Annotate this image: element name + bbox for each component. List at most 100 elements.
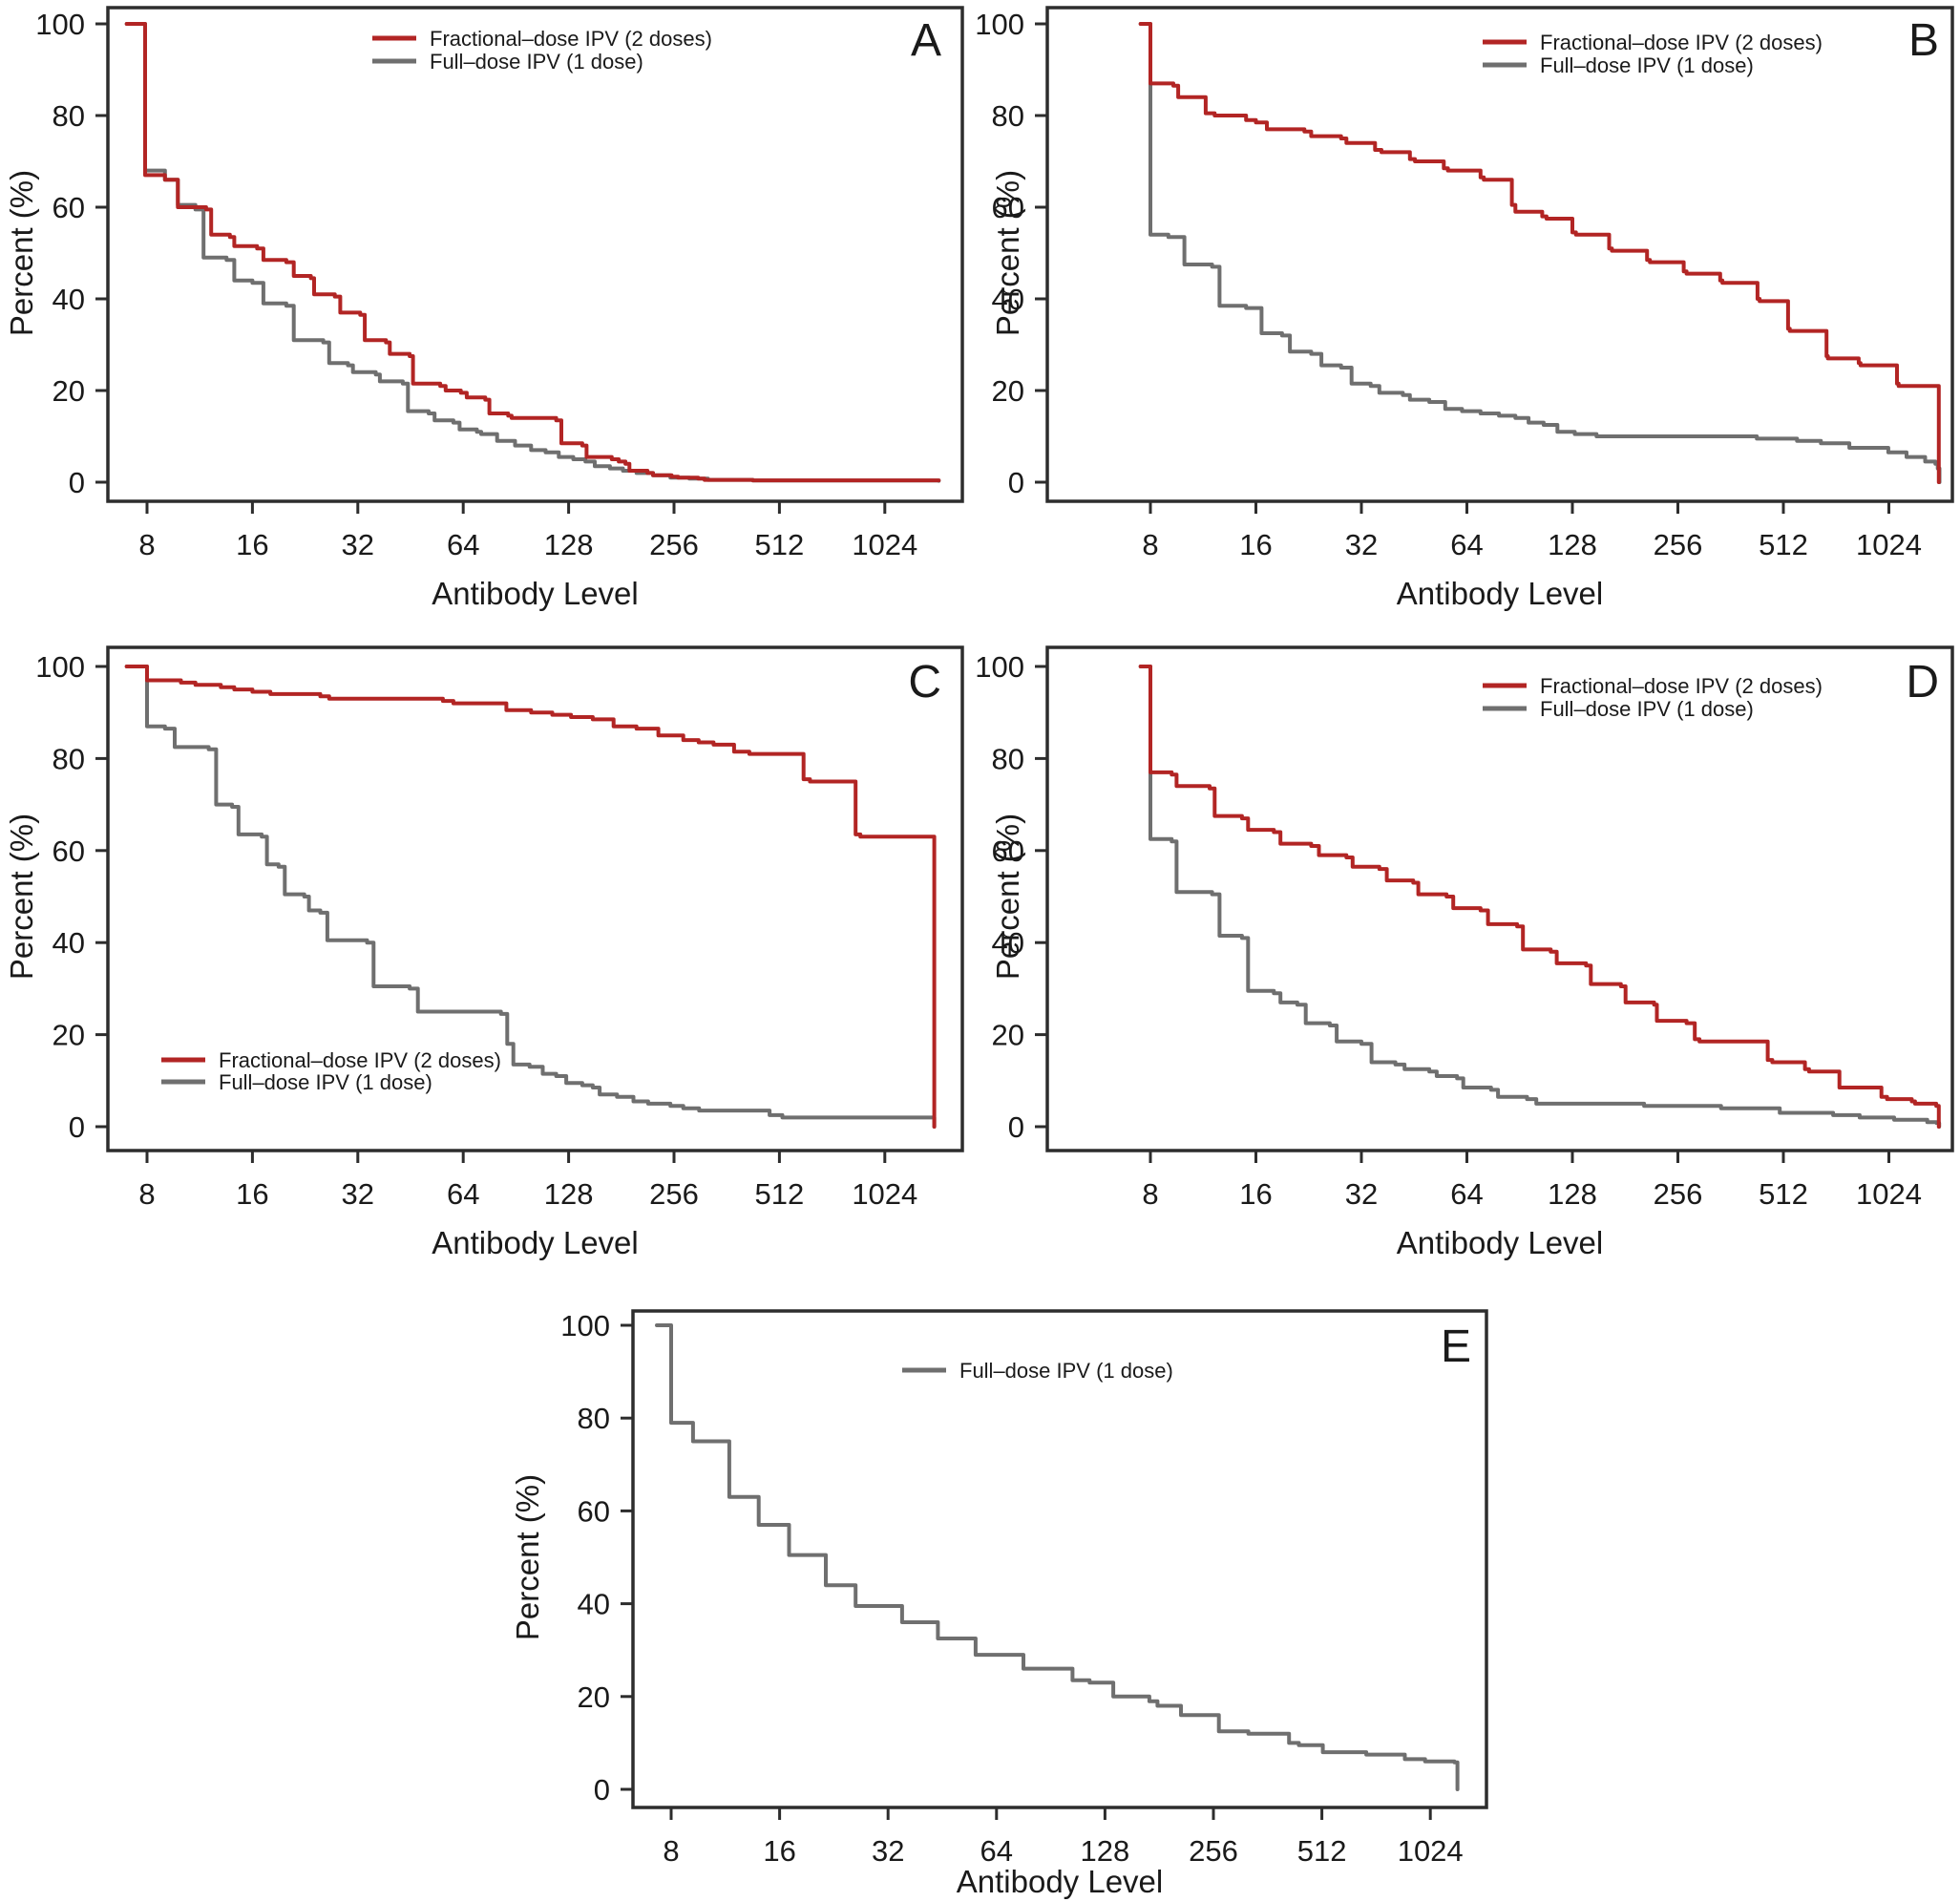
panel-letter-C: C (908, 657, 941, 708)
x-tick-label: 1024 (1398, 1834, 1464, 1868)
plot-frame (1045, 6, 1954, 503)
panel-letter-D: D (1906, 657, 1939, 708)
y-tick-label: 40 (578, 1588, 610, 1621)
x-tick-label: 16 (1239, 1177, 1272, 1211)
plot-frame (631, 1309, 1488, 1809)
plot-frame (106, 6, 964, 503)
x-tick-label: 256 (1654, 1177, 1703, 1211)
x-tick-label: 512 (755, 1177, 805, 1211)
series-full-line (655, 1323, 1460, 1791)
x-axis-label: Antibody Level (432, 1225, 638, 1260)
y-tick-label: 0 (69, 1110, 85, 1144)
series-full-line (1138, 22, 1942, 484)
x-tick-label: 8 (663, 1834, 679, 1868)
x-tick-label: 128 (544, 1177, 594, 1211)
x-tick-label: 32 (1345, 528, 1378, 561)
x-tick-label: 1024 (1856, 1177, 1922, 1211)
x-tick-label: 64 (980, 1834, 1013, 1868)
legend-label-fractional: Fractional–dose IPV (2 doses) (1540, 31, 1823, 54)
x-tick-label: 32 (342, 1177, 374, 1211)
x-tick-label: 8 (1142, 528, 1158, 561)
x-axis-label: Antibody Level (1397, 1225, 1603, 1260)
x-tick-label: 16 (1239, 528, 1272, 561)
y-tick-label: 100 (35, 650, 85, 684)
y-tick-label: 20 (578, 1680, 610, 1714)
x-tick-label: 1024 (852, 528, 917, 561)
series-full-line (124, 22, 941, 483)
x-tick-label: 256 (1189, 1834, 1238, 1868)
legend-label-full: Full–dose IPV (1 dose) (959, 1359, 1173, 1383)
y-axis-label: Percent (%) (4, 814, 39, 980)
x-tick-label: 128 (1548, 528, 1597, 561)
legend-label-full: Full–dose IPV (1 dose) (219, 1070, 432, 1094)
x-tick-label: 1024 (852, 1177, 917, 1211)
x-tick-label: 64 (1450, 1177, 1483, 1211)
x-tick-label: 512 (1759, 528, 1808, 561)
legend-label-fractional: Fractional–dose IPV (2 doses) (219, 1048, 501, 1072)
y-tick-label: 40 (992, 926, 1024, 960)
panel-letter-A: A (911, 15, 941, 66)
y-tick-label: 20 (53, 374, 85, 408)
x-tick-label: 64 (1450, 528, 1483, 561)
y-tick-label: 40 (53, 926, 85, 960)
x-tick-label: 256 (1654, 528, 1703, 561)
plot-frame (106, 645, 964, 1152)
y-tick-label: 80 (53, 99, 85, 133)
y-tick-label: 80 (53, 742, 85, 775)
y-axis-label: Percent (%) (990, 814, 1025, 980)
x-tick-label: 16 (236, 1177, 268, 1211)
y-tick-label: 40 (53, 283, 85, 316)
x-tick-label: 256 (649, 1177, 699, 1211)
y-tick-label: 60 (53, 191, 85, 224)
x-tick-label: 128 (1548, 1177, 1597, 1211)
x-tick-label: 256 (649, 528, 699, 561)
panel-d-chart: 0 20 40 60 80 100 8 16 32 64 128 256 512 1024 Antibody… (975, 645, 1954, 1260)
x-tick-label: 16 (763, 1834, 795, 1868)
y-tick-label: 100 (975, 8, 1024, 41)
x-tick-label: 8 (1142, 1177, 1158, 1211)
x-tick-label: 64 (447, 1177, 479, 1211)
panel-c-chart: 0 20 40 60 80 100 8 16 32 64 128 256 512 1024 Antibody… (4, 645, 964, 1260)
plot-frame (1045, 645, 1954, 1152)
y-axis-label: Percent (%) (510, 1474, 545, 1640)
series-fractional-line (124, 665, 937, 1129)
panel-letter-E: E (1441, 1321, 1471, 1372)
panel-letter-B: B (1908, 15, 1939, 66)
x-tick-label: 1024 (1856, 528, 1922, 561)
x-tick-label: 512 (1759, 1177, 1808, 1211)
panel-e-chart: 0 20 40 60 80 100 8 16 32 64 128 256 512 1024 Antibody… (510, 1309, 1488, 1899)
y-tick-label: 80 (578, 1402, 610, 1435)
y-tick-label: 40 (992, 283, 1024, 316)
x-tick-label: 512 (755, 528, 805, 561)
y-tick-label: 20 (992, 374, 1024, 408)
y-tick-label: 100 (560, 1309, 610, 1342)
y-tick-label: 80 (992, 99, 1024, 133)
x-axis-label: Antibody Level (432, 576, 638, 611)
x-tick-label: 128 (544, 528, 594, 561)
x-axis-label: Antibody Level (957, 1864, 1163, 1899)
y-tick-label: 20 (53, 1019, 85, 1052)
y-tick-label: 60 (578, 1494, 610, 1528)
y-tick-label: 20 (992, 1019, 1024, 1052)
legend-label-full: Full–dose IPV (1 dose) (1540, 53, 1754, 77)
panel-b-chart: 0 20 40 60 80 100 8 16 32 64 128 256 512 1024 Antibody… (975, 6, 1954, 611)
series-fractional-line (1138, 665, 1941, 1129)
legend-label-fractional: Fractional–dose IPV (2 doses) (430, 27, 712, 51)
x-tick-label: 16 (236, 528, 268, 561)
series-fractional-line (124, 22, 941, 483)
y-tick-label: 100 (975, 650, 1024, 684)
y-tick-label: 60 (53, 835, 85, 868)
x-tick-label: 128 (1081, 1834, 1130, 1868)
panel-a-chart: 0 20 40 60 80 100 8 16 32 64 128 256 512 1024 Antibody… (4, 6, 964, 611)
series-fractional-line (1138, 22, 1941, 484)
x-tick-label: 8 (138, 528, 155, 561)
series-full-line (1138, 665, 1942, 1129)
x-tick-label: 64 (447, 528, 479, 561)
series-full-line (124, 665, 937, 1129)
y-axis-label: Percent (%) (4, 170, 39, 336)
x-tick-label: 512 (1297, 1834, 1347, 1868)
legend-label-fractional: Fractional–dose IPV (2 doses) (1540, 674, 1823, 698)
legend-label-full: Full–dose IPV (1 dose) (430, 50, 643, 74)
y-tick-label: 0 (69, 466, 85, 499)
